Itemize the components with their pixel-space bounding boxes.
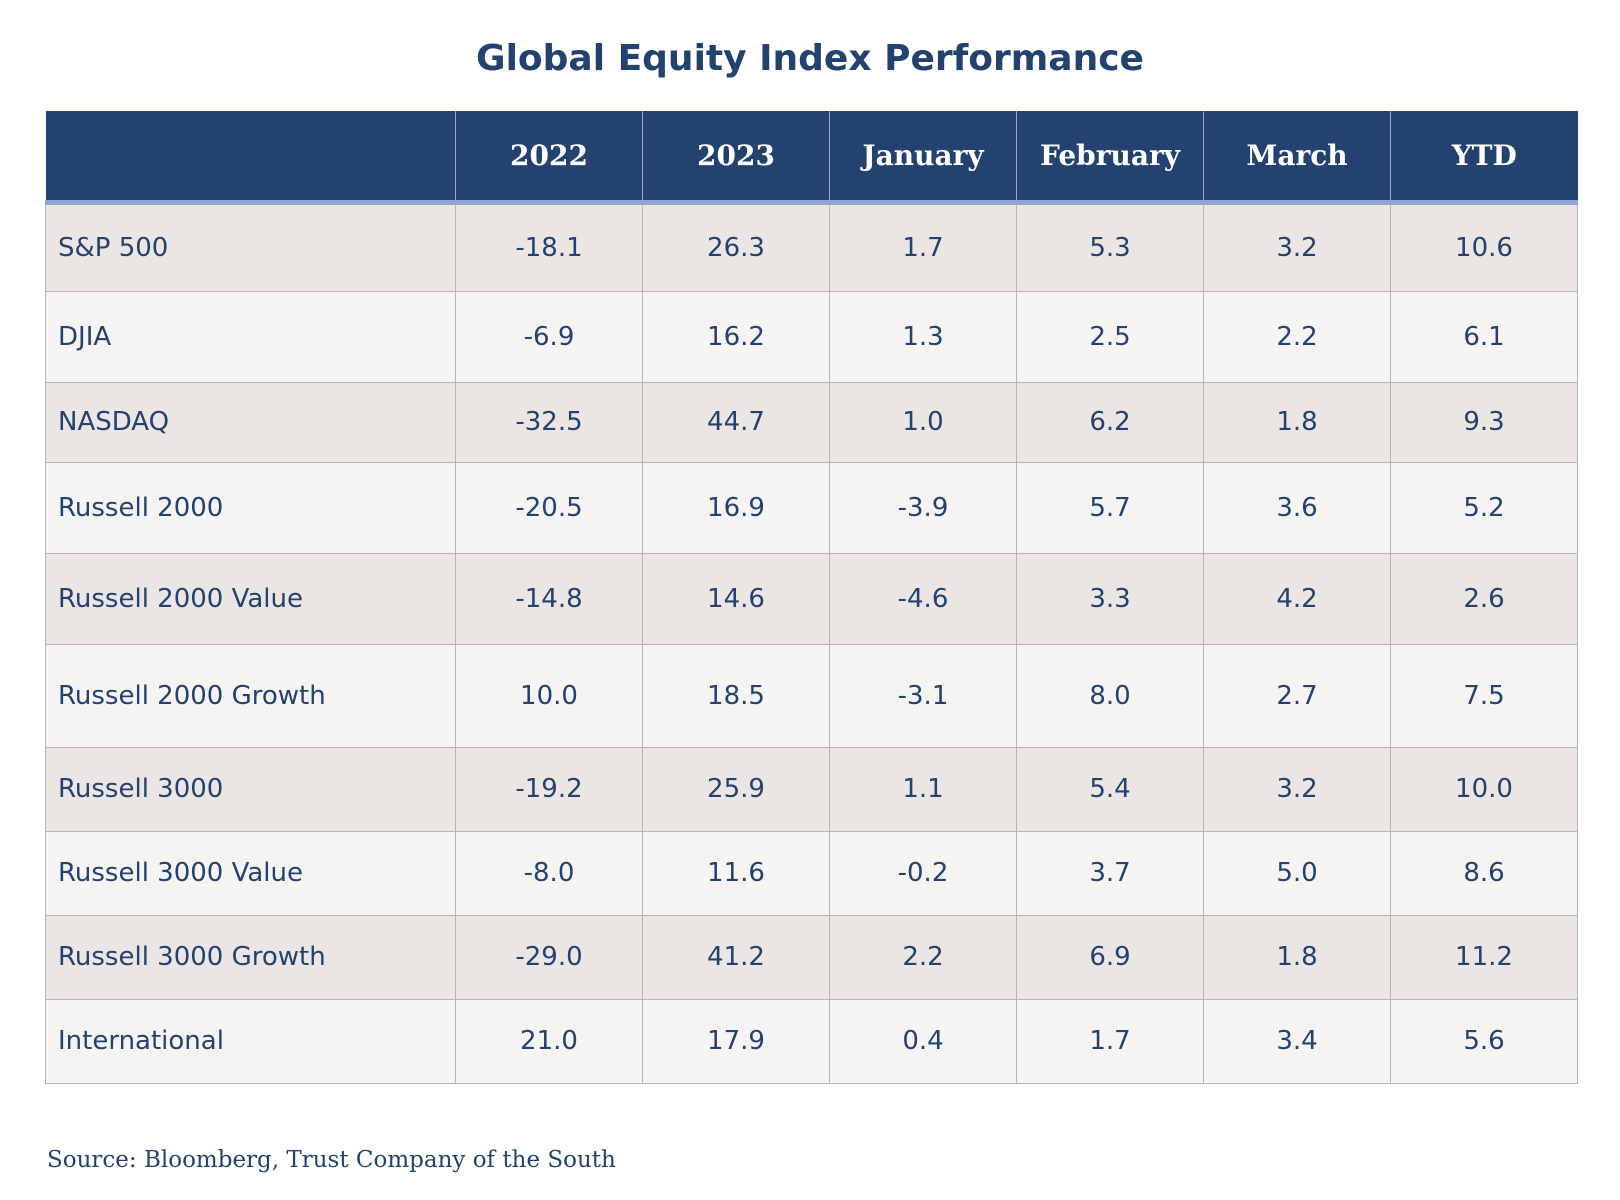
row-label: Russell 3000 Growth [45,914,456,1000]
data-cell: 5.7 [1016,461,1204,554]
header-cell-2023: 2023 [642,111,830,205]
header-row: 2022 2023 January February March YTD [45,111,1578,205]
row-label: Russell 2000 Growth [45,643,456,748]
table-row: Russell 3000 Value -8.0 11.6 -0.2 3.7 5.0 8.6 [45,830,1578,916]
data-cell: 0.4 [829,998,1017,1084]
data-cell: 5.6 [1390,998,1578,1084]
header-cell-ytd: YTD [1390,111,1578,205]
data-cell: 5.4 [1016,746,1204,832]
header-cell-2022: 2022 [455,111,643,205]
data-cell: 1.0 [829,381,1017,463]
data-cell: 16.2 [642,290,830,383]
data-cell: 11.6 [642,830,830,916]
data-cell: 44.7 [642,381,830,463]
data-cell: 1.8 [1203,914,1391,1000]
source-note: Source: Bloomberg, Trust Company of the … [47,1147,616,1173]
data-cell: 10.0 [455,643,643,748]
data-cell: 4.2 [1203,552,1391,645]
header-cell-index [45,111,456,205]
data-cell: 11.2 [1390,914,1578,1000]
data-cell: -32.5 [455,381,643,463]
data-cell: 3.3 [1016,552,1204,645]
data-cell: -3.9 [829,461,1017,554]
data-cell: 17.9 [642,998,830,1084]
data-cell: 2.2 [829,914,1017,1000]
data-cell: 9.3 [1390,381,1578,463]
data-cell: 1.3 [829,290,1017,383]
data-cell: 21.0 [455,998,643,1084]
data-cell: 41.2 [642,914,830,1000]
data-cell: 8.6 [1390,830,1578,916]
data-cell: -20.5 [455,461,643,554]
data-cell: 25.9 [642,746,830,832]
table-body: S&P 500 -18.1 26.3 1.7 5.3 3.2 10.6 DJIA -6.9 16.… [45,201,1578,1084]
data-cell: 2.7 [1203,643,1391,748]
data-cell: 1.7 [1016,998,1204,1084]
header-cell-february: February [1016,111,1204,205]
data-cell: -8.0 [455,830,643,916]
row-label: Russell 3000 Value [45,830,456,916]
data-cell: 1.8 [1203,381,1391,463]
data-cell: 7.5 [1390,643,1578,748]
table-row: S&P 500 -18.1 26.3 1.7 5.3 3.2 10.6 [45,201,1578,292]
data-cell: -19.2 [455,746,643,832]
data-cell: -6.9 [455,290,643,383]
data-cell: 16.9 [642,461,830,554]
data-cell: -29.0 [455,914,643,1000]
row-label: Russell 2000 [45,461,456,554]
data-cell: 3.7 [1016,830,1204,916]
row-label: Russell 2000 Value [45,552,456,645]
data-cell: 14.6 [642,552,830,645]
data-cell: -4.6 [829,552,1017,645]
data-cell: -18.1 [455,201,643,292]
chart-title: Global Equity Index Performance [476,38,1144,79]
header-cell-january: January [829,111,1017,205]
data-cell: 5.2 [1390,461,1578,554]
row-label: NASDAQ [45,381,456,463]
data-cell: 6.2 [1016,381,1204,463]
data-cell: 6.1 [1390,290,1578,383]
table-row: Russell 2000 Value -14.8 14.6 -4.6 3.3 4.2 2.6 [45,552,1578,645]
data-cell: -0.2 [829,830,1017,916]
data-cell: -3.1 [829,643,1017,748]
table-row: NASDAQ -32.5 44.7 1.0 6.2 1.8 9.3 [45,381,1578,463]
row-label: International [45,998,456,1084]
data-cell: 1.7 [829,201,1017,292]
data-cell: 1.1 [829,746,1017,832]
table-row: International 21.0 17.9 0.4 1.7 3.4 5.6 [45,998,1578,1084]
table-row: Russell 3000 -19.2 25.9 1.1 5.4 3.2 10.0 [45,746,1578,832]
data-cell: 10.6 [1390,201,1578,292]
data-cell: 3.2 [1203,746,1391,832]
data-cell: -14.8 [455,552,643,645]
table-row: Russell 2000 -20.5 16.9 -3.9 5.7 3.6 5.2 [45,461,1578,554]
data-cell: 8.0 [1016,643,1204,748]
table-row: Russell 2000 Growth 10.0 18.5 -3.1 8.0 2.7 7.5 [45,643,1578,748]
data-cell: 3.6 [1203,461,1391,554]
table-row: DJIA -6.9 16.2 1.3 2.5 2.2 6.1 [45,290,1578,383]
row-label: S&P 500 [45,201,456,292]
data-cell: 10.0 [1390,746,1578,832]
row-label: DJIA [45,290,456,383]
data-cell: 2.2 [1203,290,1391,383]
data-cell: 3.2 [1203,201,1391,292]
performance-table: 2022 2023 January February March YTD S&P… [45,111,1578,1084]
header-cell-march: March [1203,111,1391,205]
data-cell: 2.5 [1016,290,1204,383]
data-cell: 6.9 [1016,914,1204,1000]
row-label: Russell 3000 [45,746,456,832]
table-row: Russell 3000 Growth -29.0 41.2 2.2 6.9 1.8 11.… [45,914,1578,1000]
data-cell: 26.3 [642,201,830,292]
data-cell: 18.5 [642,643,830,748]
data-cell: 5.3 [1016,201,1204,292]
data-cell: 3.4 [1203,998,1391,1084]
data-cell: 5.0 [1203,830,1391,916]
data-cell: 2.6 [1390,552,1578,645]
